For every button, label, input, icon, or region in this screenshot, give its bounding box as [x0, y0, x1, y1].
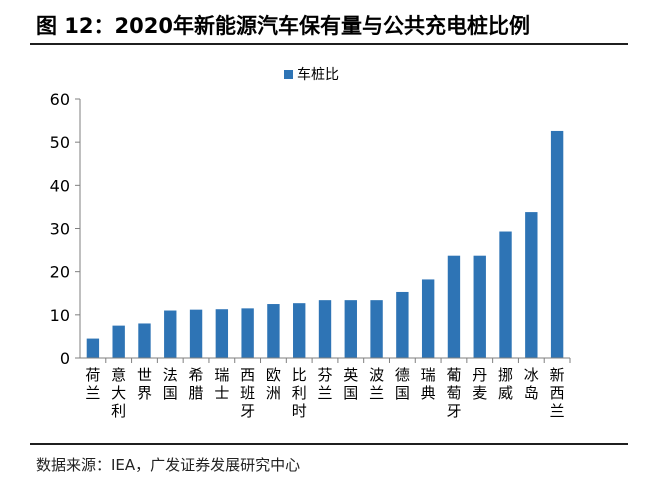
y-tick-label: 10 [50, 306, 70, 325]
x-tick-label: 世界 [137, 366, 152, 402]
bar [396, 291, 409, 358]
bar [164, 310, 177, 358]
y-axis: 0 10 20 30 40 50 60 [50, 90, 81, 368]
figure-source: 数据来源：IEA，广发证券发展研究中心 [36, 456, 301, 474]
y-tick-label: 60 [50, 90, 70, 109]
x-tick-label: 荷兰 [85, 366, 100, 402]
bar [421, 279, 435, 358]
bar [267, 304, 280, 358]
x-tick-label: 葡萄牙 [446, 366, 461, 420]
x-tick-label: 意大利 [111, 366, 126, 420]
title-divider [30, 43, 628, 45]
bar [189, 309, 203, 358]
x-tick-label: 欧洲 [266, 366, 281, 402]
x-tick-label: 比利时 [292, 366, 307, 420]
bar [112, 325, 125, 358]
x-tick-label: 英国 [343, 366, 358, 402]
bar [499, 231, 512, 358]
bar [215, 309, 229, 358]
bar-chart: 车桩比 0 10 20 30 40 50 60 荷兰意大利世界法国希腊瑞士西班牙欧洲比利时芬… [50, 66, 571, 420]
bar [473, 255, 486, 358]
bar [525, 212, 538, 358]
x-tick-label: 德国 [395, 366, 410, 402]
bar [447, 255, 461, 358]
y-tick-label: 40 [50, 176, 70, 195]
x-tick-label: 新西兰 [550, 366, 565, 420]
legend-label: 车桩比 [297, 66, 339, 83]
bar [241, 308, 254, 358]
x-tick-label: 丹麦 [472, 366, 487, 402]
x-tick-label: 法国 [163, 366, 178, 402]
y-tick-label: 50 [50, 133, 70, 152]
bar [293, 303, 306, 358]
figure-title-bar: 图 12：2020年新能源汽车保有量与公共充电桩比例 [0, 0, 658, 44]
x-tick-label: 瑞士 [214, 366, 229, 402]
source-divider [30, 443, 628, 445]
x-axis: 荷兰意大利世界法国希腊瑞士西班牙欧洲比利时芬兰英国波兰德国瑞典葡萄牙丹麦挪威冰岛… [80, 357, 571, 420]
bar [344, 300, 357, 358]
x-tick-label: 芬兰 [317, 366, 332, 402]
y-tick-label: 30 [50, 220, 70, 239]
bar-series [86, 130, 564, 358]
figure-title: 图 12：2020年新能源汽车保有量与公共充电桩比例 [36, 14, 530, 38]
legend-swatch [284, 70, 293, 79]
bar [86, 338, 100, 358]
x-tick-label: 冰岛 [524, 366, 539, 402]
bar [550, 130, 564, 358]
x-tick-label: 波兰 [369, 366, 384, 402]
y-tick-label: 0 [60, 349, 70, 368]
x-tick-label: 瑞典 [421, 366, 436, 402]
x-tick-label: 西班牙 [240, 366, 255, 420]
y-tick-label: 20 [50, 263, 70, 282]
chart-legend: 车桩比 [284, 66, 339, 83]
bar [318, 300, 332, 358]
bar [138, 323, 151, 358]
x-tick-label: 挪威 [498, 366, 513, 402]
bar [370, 300, 383, 358]
x-tick-label: 希腊 [189, 366, 204, 402]
